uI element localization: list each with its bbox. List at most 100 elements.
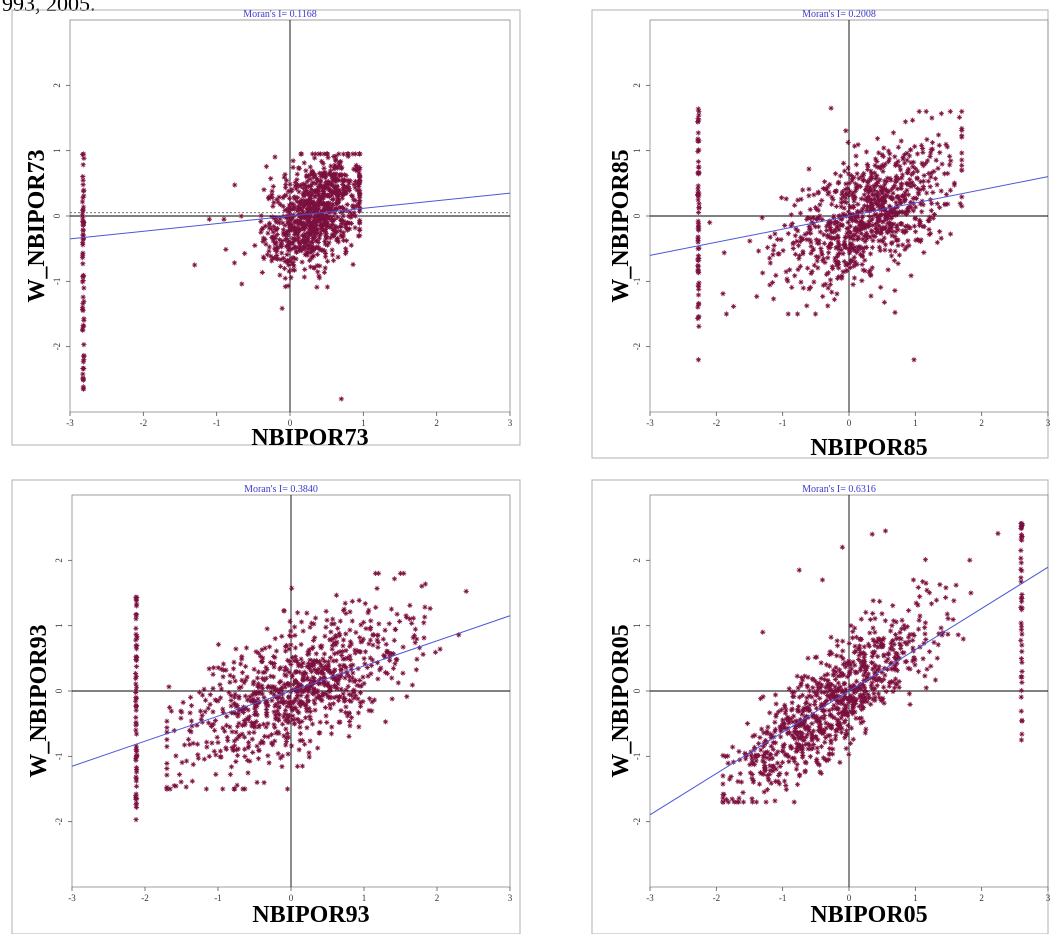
data-point xyxy=(233,646,239,652)
data-point xyxy=(395,680,401,686)
data-point xyxy=(245,770,251,776)
data-point xyxy=(217,682,223,688)
data-point xyxy=(291,220,297,226)
data-point xyxy=(330,616,336,622)
data-point xyxy=(887,248,893,254)
data-point xyxy=(194,722,200,728)
data-point xyxy=(812,701,818,708)
data-point xyxy=(777,724,783,730)
data-point xyxy=(304,610,310,616)
data-point xyxy=(856,652,862,658)
data-point xyxy=(752,732,758,738)
data-point xyxy=(80,215,86,221)
data-point xyxy=(327,209,333,216)
data-point xyxy=(332,191,338,197)
data-point xyxy=(327,689,333,695)
data-point xyxy=(314,251,321,257)
y-tick-label: 0 xyxy=(52,213,62,218)
data-point xyxy=(275,751,281,757)
data-point xyxy=(840,687,846,693)
data-point xyxy=(858,230,864,237)
data-point xyxy=(889,666,895,672)
data-point xyxy=(255,681,262,687)
data-point xyxy=(349,212,355,218)
data-point xyxy=(294,171,300,177)
data-point xyxy=(315,269,321,275)
data-point xyxy=(321,269,327,275)
data-point xyxy=(287,181,293,187)
data-point xyxy=(255,669,262,675)
data-point xyxy=(179,759,185,766)
data-point xyxy=(852,244,858,250)
data-point xyxy=(894,668,900,674)
data-point xyxy=(324,214,331,220)
data-point xyxy=(317,211,323,217)
data-point xyxy=(938,188,944,194)
data-point xyxy=(947,187,954,193)
data-point xyxy=(346,213,352,219)
data-point xyxy=(335,677,341,683)
data-point xyxy=(924,190,930,196)
data-point xyxy=(133,757,139,763)
data-point xyxy=(860,661,866,667)
data-point xyxy=(823,271,830,277)
data-point xyxy=(316,196,323,202)
data-point xyxy=(306,227,312,233)
data-point xyxy=(850,629,856,635)
data-point xyxy=(262,223,269,229)
data-point xyxy=(852,259,858,265)
data-point xyxy=(871,212,878,218)
data-point xyxy=(273,648,280,654)
data-point xyxy=(236,711,242,717)
data-point xyxy=(318,663,325,670)
data-point xyxy=(743,756,749,762)
data-point xyxy=(327,686,334,692)
data-point xyxy=(825,684,831,690)
data-point xyxy=(223,745,229,751)
data-point xyxy=(211,665,217,671)
data-point xyxy=(456,632,462,638)
x-axis-label: NBIPOR85 xyxy=(810,435,927,461)
data-point xyxy=(781,724,788,730)
data-point xyxy=(917,187,923,193)
data-point xyxy=(809,721,815,727)
data-point xyxy=(860,718,866,725)
data-point xyxy=(274,196,280,203)
data-point xyxy=(298,686,304,692)
data-point xyxy=(261,256,267,262)
data-point xyxy=(863,668,869,674)
data-point xyxy=(823,187,829,193)
x-tick-label: 3 xyxy=(508,893,513,903)
data-point xyxy=(283,192,289,198)
data-point xyxy=(804,303,810,309)
data-point xyxy=(362,601,368,607)
data-point xyxy=(338,686,344,692)
data-point xyxy=(321,665,327,672)
data-point xyxy=(907,701,913,708)
data-point xyxy=(747,238,753,244)
data-point xyxy=(813,237,819,243)
data-point xyxy=(305,651,311,657)
data-point xyxy=(828,740,834,746)
data-point xyxy=(864,178,871,184)
data-point xyxy=(313,181,319,187)
data-point xyxy=(798,746,804,753)
data-point xyxy=(880,168,886,175)
data-point xyxy=(304,252,310,258)
data-point xyxy=(883,658,889,665)
data-point xyxy=(821,676,828,683)
data-point xyxy=(874,667,880,673)
data-point xyxy=(896,655,903,661)
data-point xyxy=(245,739,252,746)
data-point xyxy=(285,239,291,246)
data-point xyxy=(776,772,782,779)
data-point xyxy=(341,172,347,178)
data-point xyxy=(283,742,289,748)
data-point xyxy=(890,130,897,136)
data-point xyxy=(319,223,325,229)
data-point xyxy=(330,208,336,214)
data-point xyxy=(889,195,895,201)
data-point xyxy=(882,528,889,534)
data-point xyxy=(205,720,212,726)
data-point xyxy=(830,266,836,272)
